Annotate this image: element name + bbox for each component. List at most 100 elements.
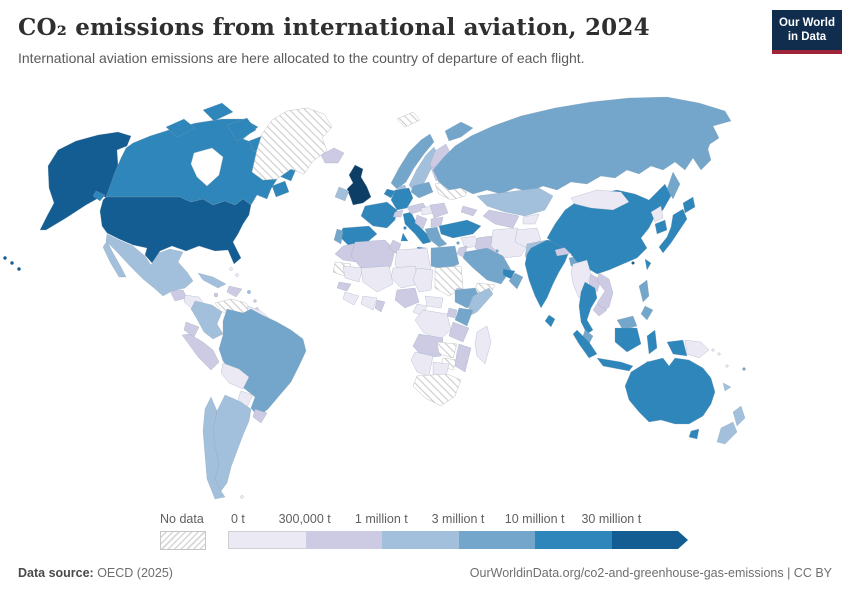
country-wafrica-coast[interactable] <box>360 295 378 311</box>
country-usa-hawaii-1[interactable] <box>3 256 7 260</box>
country-japan-hokkaido[interactable] <box>682 196 696 214</box>
country-chile[interactable] <box>202 396 226 500</box>
country-usa-hawaii-2[interactable] <box>10 261 14 265</box>
country-kenya[interactable] <box>454 307 474 327</box>
country-canada-arctic-3[interactable] <box>226 117 257 142</box>
country-papua-new-guinea[interactable] <box>684 339 710 359</box>
country-cyprus[interactable] <box>456 241 460 245</box>
country-italy[interactable] <box>402 211 432 245</box>
legend-segment-1[interactable] <box>305 531 382 549</box>
country-usa-mainland[interactable] <box>99 196 252 265</box>
country-norway[interactable] <box>390 133 435 190</box>
country-australia[interactable] <box>624 357 716 425</box>
country-canada-vancouver-island[interactable] <box>92 190 106 202</box>
country-south-korea[interactable] <box>654 219 668 235</box>
footer-link[interactable]: OurWorldinData.org/co2-and-greenhouse-ga… <box>469 566 832 580</box>
country-zambia[interactable] <box>436 341 458 359</box>
country-jamaica[interactable] <box>213 292 219 298</box>
country-central-asia[interactable] <box>482 209 520 229</box>
country-ghana[interactable] <box>374 299 386 313</box>
country-south-africa[interactable] <box>412 373 462 407</box>
country-falkland[interactable] <box>240 495 244 499</box>
country-bolivia[interactable] <box>220 362 250 390</box>
country-greenland[interactable] <box>251 107 333 181</box>
country-mongolia[interactable] <box>570 189 630 211</box>
country-malaysia-borneo[interactable] <box>616 315 638 331</box>
country-philippines-mindanao[interactable] <box>640 305 654 321</box>
country-niger[interactable] <box>390 265 420 289</box>
country-indonesia-papua[interactable] <box>666 339 688 357</box>
country-uk[interactable] <box>346 164 372 206</box>
country-caucasus[interactable] <box>460 205 478 217</box>
country-japan-honshu[interactable] <box>658 208 688 254</box>
country-kyrgyz-tajik[interactable] <box>522 213 540 225</box>
legend-segment-0[interactable] <box>228 531 306 549</box>
legend-segment-5[interactable] <box>612 531 689 549</box>
country-kuwait[interactable] <box>495 249 499 253</box>
country-hong-kong[interactable] <box>631 261 635 265</box>
country-puerto-rico[interactable] <box>246 289 252 295</box>
country-indonesia-sulawesi[interactable] <box>646 329 658 355</box>
country-brazil[interactable] <box>218 308 307 418</box>
country-senegal[interactable] <box>336 281 352 292</box>
country-tanzania[interactable] <box>448 321 470 343</box>
country-madagascar[interactable] <box>474 325 492 365</box>
country-mali[interactable] <box>360 265 394 293</box>
country-indonesia-kalimantan[interactable] <box>614 327 642 353</box>
country-solomon-2[interactable] <box>717 352 721 356</box>
country-oman[interactable] <box>508 272 524 290</box>
legend-segment-2[interactable] <box>382 531 459 549</box>
country-indonesia-java[interactable] <box>596 357 634 372</box>
country-new-zealand-north[interactable] <box>732 405 746 427</box>
owid-logo[interactable]: Our World in Data <box>772 10 842 54</box>
country-russia-novaya-zemlya[interactable] <box>444 121 474 142</box>
country-solomon-1[interactable] <box>711 348 715 352</box>
country-fiji[interactable] <box>742 367 746 371</box>
country-svalbard[interactable] <box>396 111 421 128</box>
country-central-african-republic[interactable] <box>424 295 444 309</box>
country-germany[interactable] <box>390 187 414 211</box>
country-mexico[interactable] <box>105 233 194 297</box>
country-cuba[interactable] <box>197 272 227 289</box>
country-uruguay[interactable] <box>252 408 268 424</box>
country-turkey[interactable] <box>438 219 482 239</box>
country-new-zealand-south[interactable] <box>716 421 738 445</box>
country-colombia[interactable] <box>190 300 224 340</box>
country-kazakhstan[interactable] <box>476 187 554 217</box>
country-indonesia-sumatra[interactable] <box>572 329 598 359</box>
country-canada-arctic-1[interactable] <box>165 118 196 138</box>
country-cambodia[interactable] <box>592 303 608 317</box>
country-taiwan[interactable] <box>644 258 652 271</box>
country-antilles-1[interactable] <box>253 299 257 303</box>
country-north-korea[interactable] <box>650 205 664 223</box>
country-uganda[interactable] <box>446 307 458 319</box>
country-saudi-arabia[interactable] <box>462 247 512 285</box>
country-argentina[interactable] <box>212 394 252 492</box>
country-new-caledonia[interactable] <box>722 382 732 392</box>
country-namibia[interactable] <box>410 351 434 377</box>
country-france-corsica[interactable] <box>403 226 407 230</box>
country-switzerland[interactable] <box>392 209 404 218</box>
country-balkans[interactable] <box>414 214 428 230</box>
country-ireland[interactable] <box>334 186 350 202</box>
country-usa-hawaii-3[interactable] <box>17 267 21 271</box>
country-canada-arctic-2[interactable] <box>202 102 234 122</box>
country-mozambique[interactable] <box>454 343 472 373</box>
legend-segment-3[interactable] <box>458 531 535 549</box>
country-romania[interactable] <box>429 202 449 219</box>
country-bahamas-1[interactable] <box>229 267 233 271</box>
country-italy-sardinia[interactable] <box>400 232 409 242</box>
legend-no-data-swatch[interactable] <box>160 531 206 550</box>
country-greece[interactable] <box>424 226 448 248</box>
country-canada-newfoundland[interactable] <box>271 180 290 198</box>
country-iceland[interactable] <box>320 147 345 164</box>
country-guinea-coast[interactable] <box>342 291 360 306</box>
country-mauritania[interactable] <box>342 265 364 283</box>
country-russia[interactable] <box>432 96 732 195</box>
country-mexico-baja[interactable] <box>102 240 127 278</box>
country-somalia[interactable] <box>468 287 494 317</box>
country-peru[interactable] <box>181 333 220 371</box>
country-poland[interactable] <box>410 181 434 199</box>
country-philippines-luzon[interactable] <box>638 279 650 303</box>
country-russia-kamchatka[interactable] <box>692 123 715 166</box>
